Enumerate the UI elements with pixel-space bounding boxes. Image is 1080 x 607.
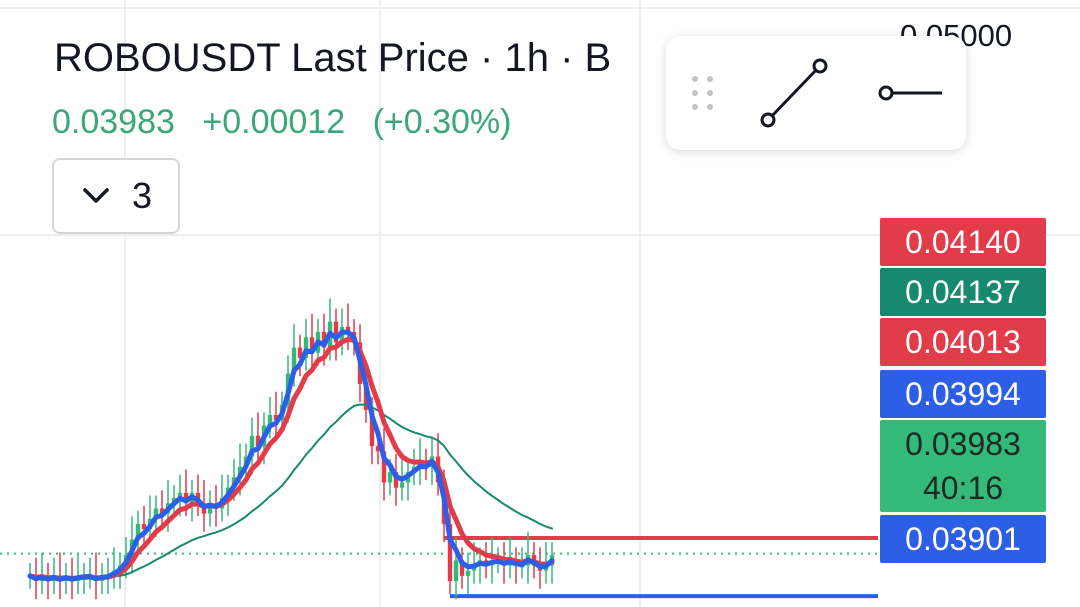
price-label-resistance: 0.04013: [880, 318, 1046, 366]
candle-body: [303, 337, 309, 358]
candle-body: [273, 415, 279, 421]
candle-body: [459, 560, 465, 576]
price-label-ema-long: 0.04137: [880, 268, 1046, 316]
price-label-support: 0.03901: [880, 515, 1046, 563]
price-label-last-price: 0.03983 40:16: [880, 420, 1046, 512]
change-percent: (+0.30%): [372, 103, 512, 141]
candle-body: [153, 508, 159, 519]
candle-body: [177, 492, 183, 499]
drawing-toolbar: [666, 36, 966, 150]
chevron-down-icon: [83, 188, 109, 203]
change-absolute: +0.00012: [202, 103, 346, 141]
last-price-value: 0.03983: [52, 103, 175, 141]
candle-body: [255, 435, 261, 447]
price-change-row: 0.03983 +0.00012 (+0.30%): [52, 103, 529, 142]
indicators-collapse-button[interactable]: 3: [52, 158, 180, 234]
horizontal-ray-tool-icon[interactable]: [874, 78, 944, 108]
horizontal-levels: [0, 535, 878, 599]
indicator-count: 3: [132, 175, 153, 216]
candle-body: [375, 446, 381, 452]
candle-body: [393, 472, 399, 488]
candle-body: [135, 523, 141, 540]
price-label-ema-slow: 0.04140: [880, 218, 1046, 266]
candle-body: [267, 415, 273, 426]
moving-averages: [27, 329, 555, 582]
candle-body: [309, 337, 315, 353]
trend-line-tool-icon[interactable]: [756, 58, 836, 128]
candle-body: [159, 508, 165, 514]
candle-body: [207, 503, 213, 514]
ema-fast-line: [27, 329, 555, 582]
drag-handle-icon[interactable]: [690, 74, 720, 114]
candle-body: [249, 435, 255, 457]
chart-title: ROBOUSDT Last Price · 1h · B: [54, 36, 612, 80]
candle-body: [369, 409, 375, 447]
candle-body: [141, 523, 147, 530]
bar-countdown: 40:16: [922, 470, 1004, 506]
last-price-label-value: 0.03983: [905, 426, 1021, 462]
candle-body: [399, 482, 405, 488]
candle-body: [381, 451, 387, 483]
candle-body: [465, 570, 471, 576]
candle-body: [387, 472, 393, 483]
candle-body: [453, 560, 459, 582]
candle-body: [333, 321, 339, 343]
candle-body: [345, 326, 351, 333]
candle-body: [291, 347, 297, 374]
price-label-ema-fast: 0.03994: [880, 370, 1046, 418]
candle-body: [447, 523, 453, 582]
candle-body: [297, 347, 303, 358]
